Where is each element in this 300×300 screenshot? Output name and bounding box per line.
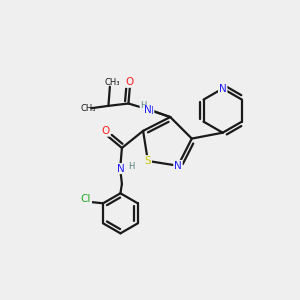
Text: N: N bbox=[146, 106, 154, 116]
Text: H: H bbox=[140, 102, 147, 111]
Text: S: S bbox=[145, 156, 151, 166]
Text: N: N bbox=[117, 164, 125, 174]
Text: N: N bbox=[144, 105, 152, 115]
Text: N: N bbox=[219, 83, 226, 94]
Text: CH₃: CH₃ bbox=[104, 78, 120, 87]
Text: O: O bbox=[126, 77, 134, 87]
Text: CH₃: CH₃ bbox=[81, 104, 96, 113]
Text: O: O bbox=[101, 126, 110, 136]
Text: Cl: Cl bbox=[81, 194, 91, 205]
Text: H: H bbox=[128, 162, 135, 171]
Text: H: H bbox=[141, 101, 147, 110]
Text: N: N bbox=[174, 161, 182, 171]
